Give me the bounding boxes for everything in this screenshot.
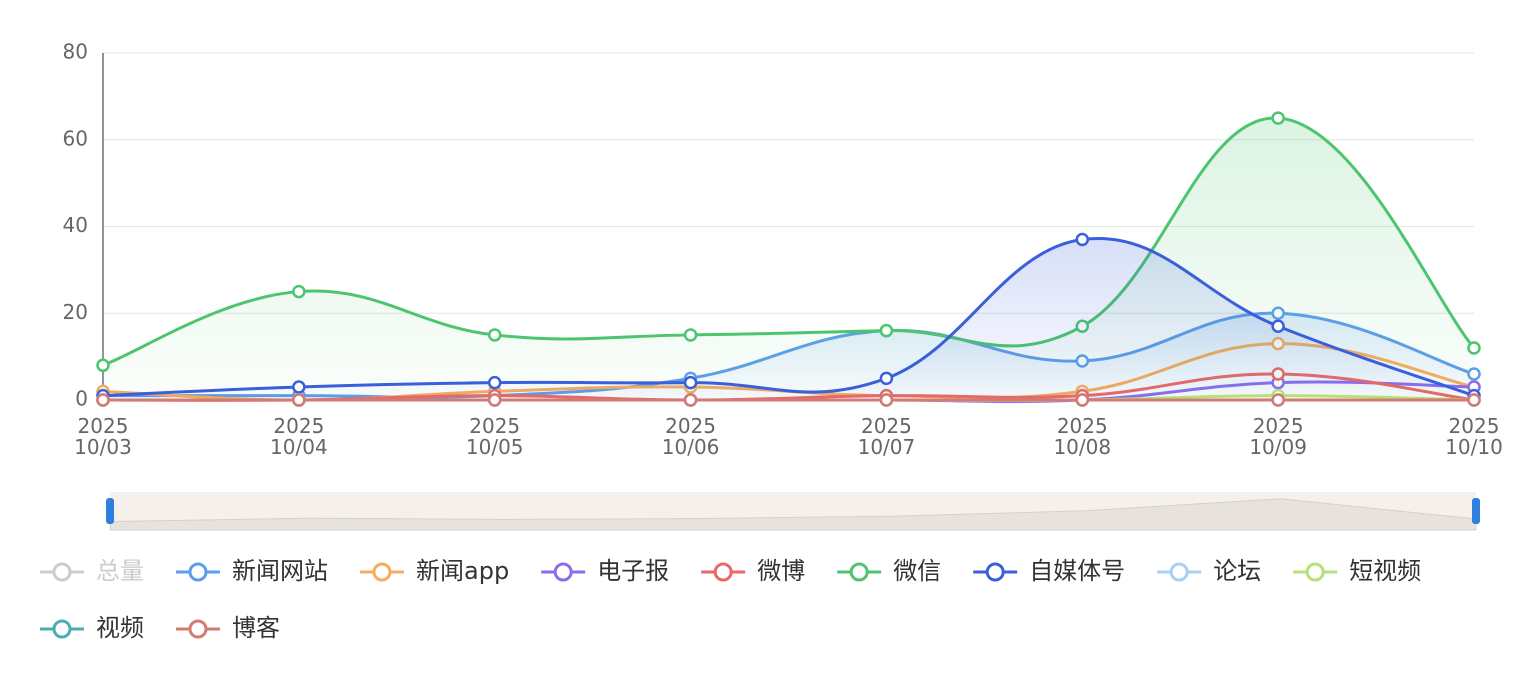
legend-item[interactable]: 总量 xyxy=(40,557,144,585)
point xyxy=(1467,393,1481,407)
point xyxy=(1467,341,1481,355)
legend-marker xyxy=(553,562,573,582)
point xyxy=(1271,111,1285,125)
legend-label: 短视频 xyxy=(1349,557,1421,585)
legend-marker xyxy=(849,562,869,582)
legend-item[interactable]: 新闻网站 xyxy=(176,557,328,585)
x-tick-label: 2025 10/06 xyxy=(662,414,720,459)
point xyxy=(1271,319,1285,334)
legend-label: 新闻网站 xyxy=(232,557,328,585)
y-tick-label: 0 xyxy=(75,387,88,411)
legend-label: 微信 xyxy=(893,557,941,585)
point xyxy=(879,323,894,338)
legend-label: 总量 xyxy=(96,557,144,585)
point xyxy=(487,375,502,390)
point xyxy=(879,371,894,386)
x-tick-label: 2025 10/04 xyxy=(270,414,328,459)
legend-label: 新闻app xyxy=(416,557,509,585)
legend-item[interactable]: 电子报 xyxy=(541,557,669,585)
legend-marker xyxy=(713,562,733,582)
x-tick-label: 2025 10/09 xyxy=(1249,414,1307,459)
legend-label: 视频 xyxy=(96,614,144,642)
y-tick-label: 20 xyxy=(63,300,88,324)
point xyxy=(96,358,110,373)
legend-marker xyxy=(52,619,72,639)
legend-marker xyxy=(1305,562,1325,582)
x-tick-label: 2025 10/10 xyxy=(1445,414,1503,459)
point xyxy=(292,284,306,299)
x-tick-label: 2025 10/03 xyxy=(74,414,132,459)
point xyxy=(96,393,110,407)
legend-label: 微博 xyxy=(757,557,805,585)
point xyxy=(683,375,698,390)
point xyxy=(683,393,698,407)
x-tick-label: 2025 10/05 xyxy=(466,414,524,459)
legend-label: 论坛 xyxy=(1213,557,1261,585)
legend-label: 自媒体号 xyxy=(1029,557,1125,585)
legend-item[interactable]: 论坛 xyxy=(1157,557,1261,585)
legend-item[interactable]: 视频 xyxy=(40,614,144,642)
point xyxy=(683,328,698,342)
datazoom-handle[interactable] xyxy=(106,498,114,524)
legend-item[interactable]: 微博 xyxy=(701,557,805,585)
point xyxy=(1075,393,1090,407)
legend-marker xyxy=(985,562,1005,582)
legend-marker xyxy=(188,619,208,639)
point xyxy=(1075,232,1090,247)
y-tick-label: 80 xyxy=(63,40,88,64)
y-tick-label: 60 xyxy=(63,126,88,150)
area xyxy=(103,238,1474,400)
legend-item[interactable]: 自媒体号 xyxy=(973,557,1125,585)
line xyxy=(102,236,1475,398)
legend-marker xyxy=(188,562,208,582)
point xyxy=(487,328,502,342)
legend-item[interactable]: 博客 xyxy=(176,614,280,642)
datazoom-preview xyxy=(109,498,1477,531)
legend-label: 博客 xyxy=(232,614,280,642)
legend-marker xyxy=(372,562,392,582)
point xyxy=(292,393,306,407)
legend-item[interactable]: 短视频 xyxy=(1293,557,1421,585)
legend-marker xyxy=(52,562,72,582)
y-tick-label: 40 xyxy=(63,213,88,237)
legend-item[interactable]: 新闻app xyxy=(360,557,509,585)
point xyxy=(487,393,502,407)
legend-item[interactable]: 微信 xyxy=(837,557,941,585)
legend-label: 电子报 xyxy=(597,557,669,585)
point xyxy=(1271,393,1285,407)
legend-marker xyxy=(1169,562,1189,582)
x-tick-label: 2025 10/07 xyxy=(858,414,916,459)
point xyxy=(292,380,306,394)
point xyxy=(879,393,894,407)
x-tick-label: 2025 10/08 xyxy=(1053,414,1111,459)
datazoom-handle[interactable] xyxy=(1472,498,1480,524)
